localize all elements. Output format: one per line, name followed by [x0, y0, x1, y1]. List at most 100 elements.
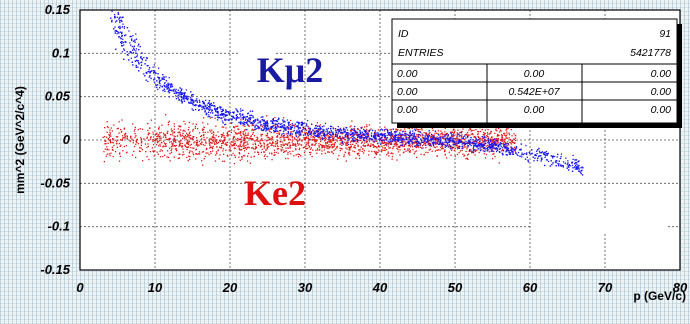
data-point: [457, 138, 459, 140]
data-point: [437, 139, 439, 141]
data-point: [319, 124, 321, 126]
data-point: [239, 145, 241, 148]
data-point: [183, 153, 185, 156]
data-point: [198, 151, 201, 153]
data-point: [210, 141, 212, 144]
data-point: [217, 111, 219, 113]
data-point: [465, 137, 467, 139]
data-point: [511, 141, 514, 143]
data-point: [365, 135, 367, 137]
data-point: [421, 133, 423, 135]
data-point: [311, 130, 313, 133]
data-point: [189, 156, 191, 158]
data-point: [547, 160, 550, 163]
data-point: [171, 148, 173, 150]
data-point: [305, 132, 308, 134]
data-point: [352, 140, 354, 142]
data-point: [276, 132, 278, 135]
data-point: [286, 126, 288, 128]
data-point: [571, 164, 574, 167]
data-point: [495, 144, 498, 146]
data-point: [467, 146, 469, 148]
data-point: [264, 122, 266, 125]
data-point: [151, 147, 153, 149]
data-point: [273, 142, 275, 144]
data-point: [389, 138, 392, 141]
data-point: [559, 157, 562, 160]
data-point: [514, 139, 516, 142]
data-point: [181, 96, 183, 98]
data-point: [271, 144, 273, 147]
data-point: [293, 130, 295, 132]
data-point: [406, 138, 408, 140]
data-point: [156, 142, 159, 144]
data-point: [166, 132, 168, 134]
data-point: [312, 139, 315, 141]
data-point: [544, 151, 546, 153]
data-point: [514, 135, 517, 137]
data-point: [150, 136, 152, 138]
data-point: [177, 128, 179, 130]
data-point: [247, 152, 250, 155]
data-point: [300, 144, 302, 146]
data-point: [110, 142, 112, 144]
data-point: [437, 149, 440, 151]
data-point: [465, 143, 468, 145]
data-point: [501, 138, 504, 140]
data-point: [316, 152, 318, 154]
data-point: [172, 90, 175, 92]
data-point: [464, 134, 466, 136]
data-point: [180, 93, 182, 95]
data-point: [247, 124, 250, 127]
data-point: [356, 131, 358, 134]
data-point: [351, 120, 353, 122]
data-point: [371, 135, 373, 137]
data-point: [286, 119, 289, 121]
data-point: [332, 133, 334, 135]
data-point: [183, 98, 185, 101]
data-point: [381, 139, 383, 142]
data-point: [510, 148, 512, 150]
data-point: [182, 132, 184, 134]
data-point: [417, 144, 419, 147]
data-point: [230, 141, 232, 143]
data-point: [192, 100, 194, 102]
data-point: [164, 85, 166, 87]
data-point: [568, 169, 570, 171]
data-point: [402, 133, 404, 136]
data-point: [111, 21, 113, 23]
data-point: [187, 96, 189, 98]
data-point: [172, 89, 174, 91]
data-point: [210, 146, 213, 148]
data-point: [201, 129, 204, 131]
data-point: [453, 131, 455, 134]
data-point: [216, 116, 219, 118]
data-point: [508, 144, 510, 146]
data-point: [187, 142, 189, 145]
data-point: [146, 57, 148, 59]
data-point: [552, 157, 554, 159]
data-point: [571, 161, 574, 163]
data-point: [194, 125, 197, 128]
data-point: [258, 121, 260, 123]
data-point: [370, 134, 372, 136]
data-point: [162, 140, 165, 142]
data-point: [476, 146, 479, 148]
data-point: [397, 129, 399, 131]
data-point: [330, 134, 332, 136]
data-point: [540, 160, 542, 162]
data-point: [118, 18, 120, 20]
annotation-ke2: Ke2: [244, 173, 306, 213]
data-point: [142, 160, 144, 162]
data-point: [184, 92, 186, 94]
data-point: [459, 145, 461, 148]
data-point: [168, 156, 170, 158]
data-point: [135, 64, 137, 67]
data-point: [349, 154, 351, 156]
data-point: [451, 134, 453, 136]
data-point: [159, 145, 161, 147]
data-point: [193, 136, 195, 138]
data-point: [490, 142, 493, 145]
data-point: [305, 125, 307, 127]
data-point: [451, 146, 453, 148]
